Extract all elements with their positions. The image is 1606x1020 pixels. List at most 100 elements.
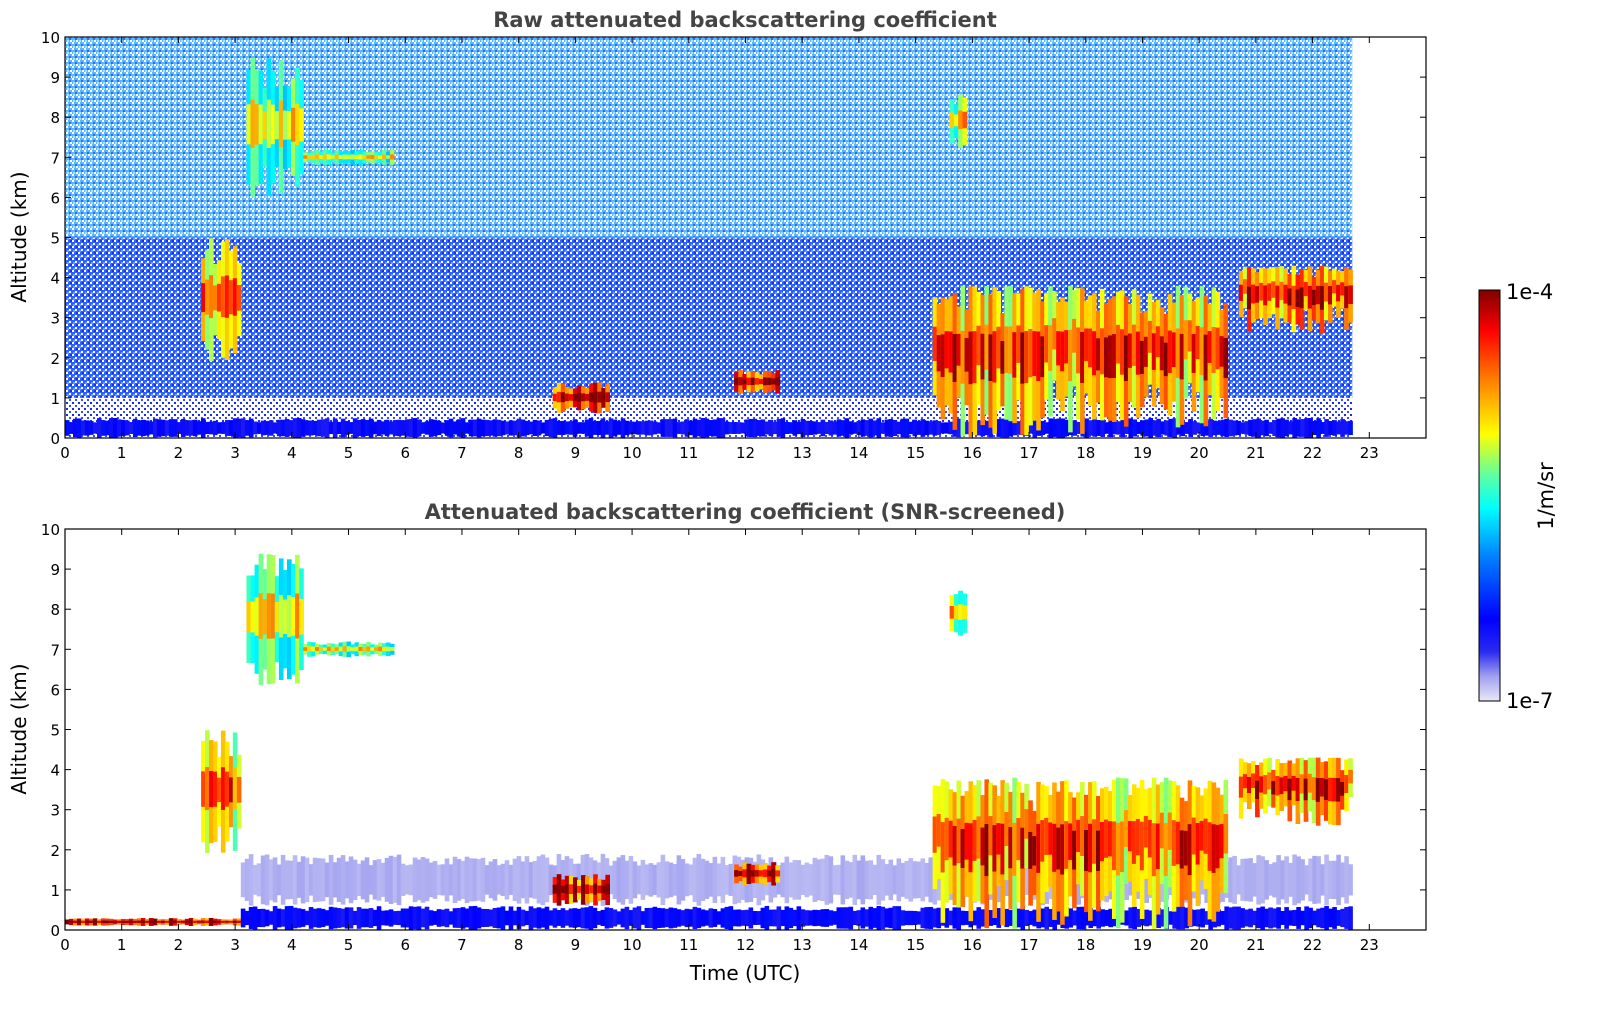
data-cell: [648, 907, 654, 929]
data-cell: [784, 421, 790, 435]
data-cell-core: [958, 604, 964, 620]
data-cell-core: [1242, 279, 1248, 294]
data-cell: [696, 907, 702, 929]
data-cell: [1228, 907, 1233, 929]
data-cell: [176, 422, 182, 434]
data-cell: [368, 865, 374, 895]
data-cell: [452, 421, 458, 435]
data-cell-core: [1303, 778, 1309, 801]
data-cell-core: [1323, 282, 1329, 302]
data-cell: [1280, 860, 1285, 900]
data-cell-core: [597, 885, 602, 894]
data-cell: [860, 855, 866, 905]
data-cell: [496, 865, 502, 895]
y-tick-label: 7: [50, 149, 60, 167]
data-cell: [836, 907, 842, 929]
data-cell: [492, 419, 498, 437]
data-cell: [360, 908, 366, 928]
data-cell: [1144, 909, 1149, 927]
data-cell: [560, 908, 566, 928]
data-cell-core: [1127, 333, 1133, 368]
data-cell-core: [303, 647, 308, 651]
data-cell-core: [1295, 777, 1301, 801]
data-cell-core: [124, 920, 130, 923]
data-cell-core: [389, 647, 395, 651]
data-cell-core: [322, 154, 328, 160]
data-cell: [856, 910, 862, 926]
data-cell-core: [1008, 326, 1013, 374]
data-cell-core: [136, 920, 142, 924]
data-cell-core: [1100, 328, 1105, 375]
data-cell-core: [754, 870, 760, 877]
x-tick-label: 11: [679, 444, 698, 462]
data-cell-core: [593, 883, 598, 895]
x-tick-label: 1: [117, 444, 127, 462]
data-cell-core: [224, 771, 230, 807]
panel-screened-y-ticks: 0 1 2 3 4 5 6 7 8 9 10: [41, 521, 1426, 940]
data-cell: [944, 908, 950, 928]
data-cell: [456, 419, 462, 437]
data-cell: [1148, 910, 1153, 926]
data-cell-core: [1131, 821, 1137, 864]
data-cell-core: [1299, 774, 1305, 794]
data-cell-core: [1123, 335, 1129, 382]
data-cell: [580, 907, 586, 929]
data-cell: [1244, 858, 1249, 902]
data-cell-core: [1060, 331, 1065, 372]
data-cell-core: [370, 154, 375, 160]
data-cell: [284, 906, 290, 930]
data-cell-core: [948, 820, 954, 858]
y-tick-label: 0: [50, 922, 60, 940]
data-cell-core: [311, 646, 316, 652]
data-cell-core: [1246, 776, 1252, 794]
data-cell: [1220, 911, 1225, 925]
data-cell: [644, 864, 650, 896]
data-cell: [1008, 419, 1014, 437]
data-cell: [112, 417, 118, 438]
data-cell: [1268, 864, 1273, 896]
data-cell: [796, 860, 802, 900]
data-cell: [816, 859, 822, 901]
data-cell-core: [1004, 811, 1009, 847]
data-cell-core: [184, 920, 190, 923]
data-cell: [912, 419, 918, 437]
layer-low-cloud: [734, 370, 781, 394]
data-cell: [520, 861, 526, 899]
data-cell-core: [992, 825, 997, 872]
panel-raw-y-ticks: 0 1 2 3 4 5 6 7 8 9 10: [41, 29, 1426, 448]
data-cell: [704, 860, 710, 900]
data-cell: [736, 909, 742, 927]
data-cell: [872, 864, 878, 895]
data-cell: [116, 419, 122, 437]
data-cell: [408, 906, 414, 930]
data-cell-core: [1040, 820, 1045, 862]
data-cell: [676, 422, 682, 434]
data-cell: [1044, 422, 1050, 434]
data-cell: [356, 907, 362, 929]
data-cell: [1108, 908, 1113, 928]
data-cell-core: [750, 377, 756, 385]
data-cell-core: [1143, 336, 1149, 367]
data-cell-core: [354, 646, 360, 652]
data-cell: [988, 910, 994, 926]
data-cell: [308, 907, 314, 929]
data-cell: [524, 856, 530, 904]
data-cell: [756, 911, 762, 925]
data-cell: [756, 420, 762, 436]
data-cell: [656, 422, 662, 434]
data-cell: [876, 854, 882, 905]
data-cell-core: [1159, 812, 1165, 849]
data-cell-core: [1167, 812, 1173, 850]
x-tick-label: 2: [174, 936, 184, 954]
layer-cirrus: [246, 553, 304, 685]
data-cell: [248, 906, 254, 929]
data-cell: [184, 420, 190, 436]
data-cell: [488, 861, 494, 899]
data-cell: [1260, 856, 1265, 904]
data-cell-core: [291, 597, 296, 636]
data-cell-core: [746, 377, 752, 386]
data-cell-core: [964, 338, 970, 372]
data-cell-core: [576, 392, 582, 402]
layer-cirrus: [303, 149, 395, 165]
data-cell-core: [1267, 283, 1272, 301]
